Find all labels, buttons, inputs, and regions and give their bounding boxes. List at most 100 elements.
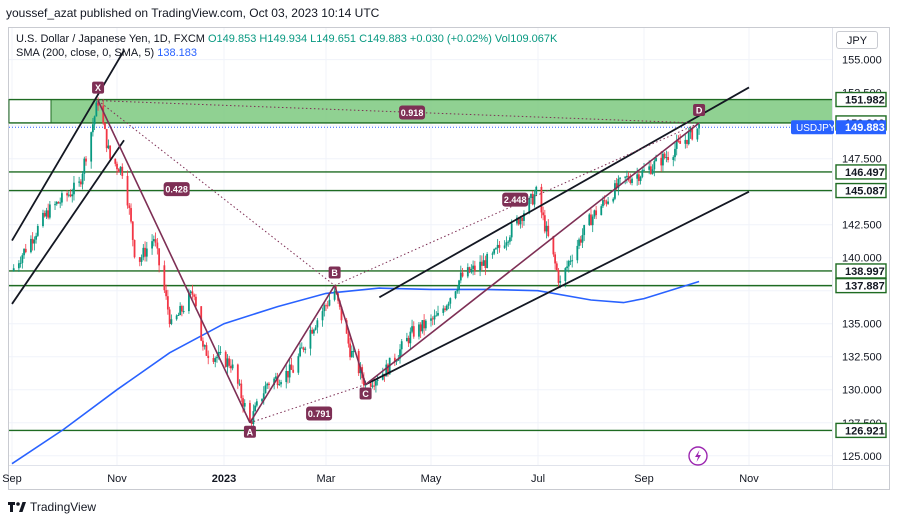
chart-frame[interactable]: [8, 27, 890, 490]
candle-body: [97, 102, 99, 106]
candle-body: [274, 376, 277, 379]
candle-body: [24, 248, 27, 253]
candle-body: [472, 265, 474, 269]
publisher-line: youssef_azat published on TradingView.co…: [6, 6, 380, 20]
candle-body: [435, 315, 438, 317]
level-tag: [835, 91, 887, 108]
time-tick-label: Sep: [2, 473, 22, 485]
candle-body: [19, 262, 22, 264]
currency-button[interactable]: JPY: [836, 31, 878, 49]
candle-body: [59, 202, 62, 204]
candle-body: [612, 198, 615, 202]
symbol-tag-label: USDJPY: [796, 123, 836, 134]
candle-body: [530, 193, 532, 198]
candle-body: [591, 216, 594, 226]
level-tag-label: 151.982: [845, 95, 885, 107]
candle-body: [479, 261, 482, 271]
candle-body: [571, 260, 574, 262]
candle-body: [445, 305, 448, 311]
candle-body: [583, 225, 586, 236]
candle-body: [662, 153, 664, 166]
candle-body: [675, 140, 678, 149]
candle-body: [350, 351, 353, 358]
candle-body: [138, 257, 141, 262]
candle-body: [165, 290, 168, 297]
supply-zone: [8, 99, 832, 124]
candle-body: [677, 140, 680, 142]
candle-body: [424, 320, 427, 329]
brand-text: TradingView: [30, 500, 97, 514]
candle-body: [214, 358, 217, 362]
candle-body: [421, 320, 424, 332]
candle-body: [92, 124, 94, 133]
candle-body: [600, 206, 603, 216]
candle-body: [280, 382, 282, 385]
candle-body: [371, 385, 374, 387]
candle-body: [653, 161, 656, 170]
candle-body: [175, 315, 178, 320]
level-tag-label: 126.921: [845, 425, 885, 437]
candle-body: [212, 358, 215, 362]
candle-body: [90, 132, 93, 162]
candle-body: [496, 244, 499, 249]
candle-body: [418, 324, 420, 337]
price-tick-label: 135.000: [842, 319, 882, 331]
candle-body: [449, 298, 452, 304]
candle-body: [588, 214, 591, 226]
symbol-title: U.S. Dollar / Japanese Yen, 1D, FXCM: [16, 33, 205, 45]
last-price-tag: [836, 120, 886, 135]
volume-value: Vol109.067K: [494, 33, 558, 45]
candle-body: [314, 327, 317, 330]
candle-body: [48, 204, 51, 218]
candle-body: [130, 208, 132, 222]
candle-body: [126, 175, 129, 206]
candle-body: [547, 225, 550, 237]
candle-body: [503, 245, 506, 248]
candle-body: [352, 350, 355, 352]
candle-body: [250, 421, 253, 424]
candle-body: [566, 266, 568, 269]
candle-body: [285, 370, 288, 383]
candle-body: [362, 378, 365, 386]
sma-label: SMA (200, close, 0, SMA, 5): [16, 47, 155, 59]
candle-body: [409, 331, 412, 344]
candle-body: [217, 351, 220, 357]
symbol-tag: [791, 120, 834, 135]
channel-line: [11, 49, 125, 242]
candle-body: [456, 289, 459, 292]
candle-body: [278, 384, 281, 386]
time-tick-label: Nov: [739, 473, 759, 485]
time-tick-label: 2023: [212, 473, 236, 485]
candle-body: [466, 267, 469, 277]
footer-brand: TradingView: [8, 500, 96, 514]
candle-body: [617, 178, 620, 189]
candle-body: [433, 315, 436, 320]
candle-body: [179, 305, 182, 316]
candle-body: [205, 345, 208, 356]
candle-body: [495, 248, 497, 250]
candle-body: [140, 257, 143, 262]
candle-body: [519, 217, 522, 225]
level-tag: [835, 277, 887, 294]
candle-body: [637, 174, 640, 182]
sma-200-line: [11, 280, 700, 465]
time-tick-label: Mar: [317, 473, 336, 485]
pattern-ratio-line: [249, 383, 366, 424]
candle-body: [593, 210, 596, 217]
candle-body: [73, 182, 75, 195]
pattern-leg: [97, 100, 251, 424]
candle-body: [643, 169, 645, 171]
candle-body: [510, 223, 513, 238]
candle-body: [459, 272, 462, 281]
candle-body: [83, 158, 86, 174]
candle-body: [376, 379, 379, 381]
candle-body: [347, 333, 350, 344]
channel-lines: [11, 49, 750, 386]
horizontal-levels: [9, 98, 832, 432]
candle-body: [299, 347, 301, 357]
candle-body: [663, 153, 666, 158]
candle-body: [54, 204, 56, 206]
candle-body: [45, 210, 48, 217]
candle-body: [69, 194, 72, 197]
